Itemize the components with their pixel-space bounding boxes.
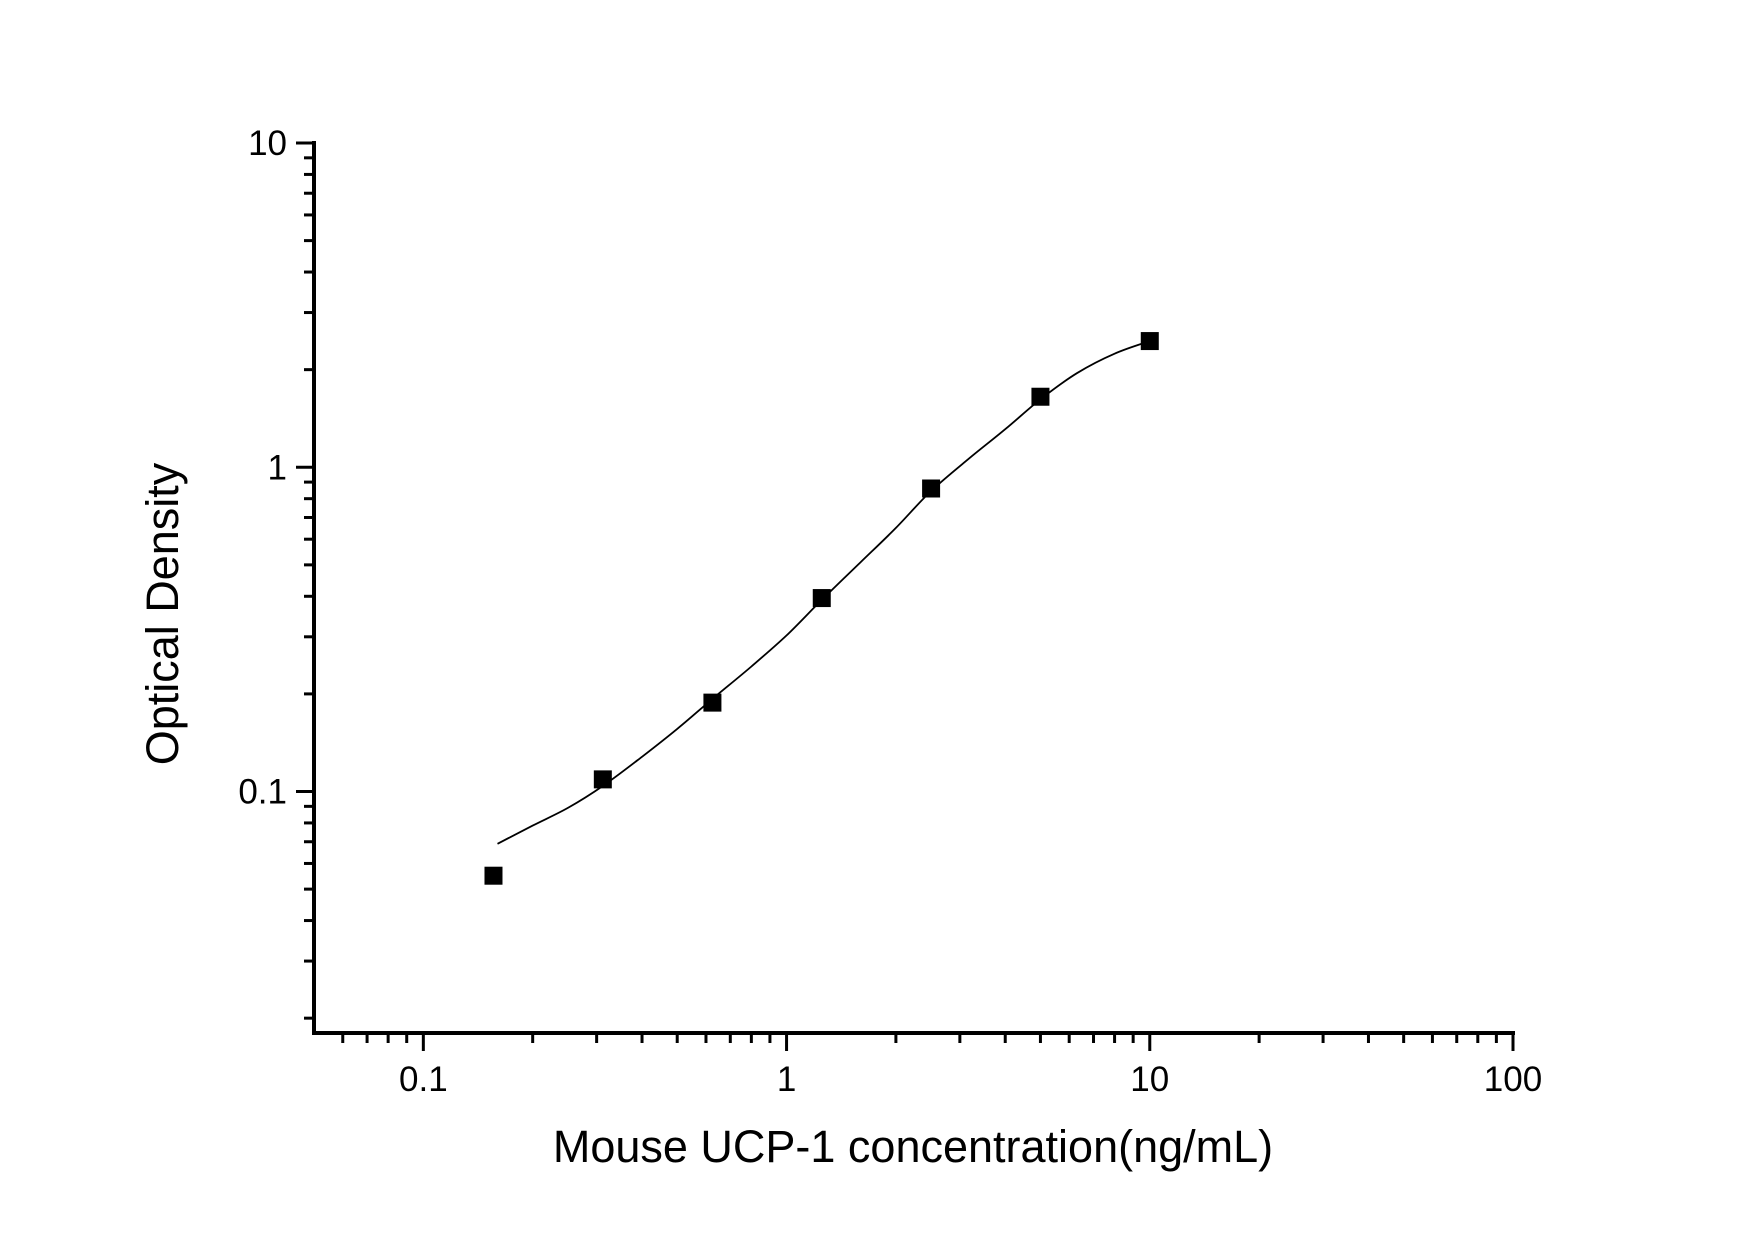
data-point-marker xyxy=(1031,387,1050,406)
data-point-marker xyxy=(593,770,612,789)
y-tick-label: 10 xyxy=(248,124,287,163)
data-point-marker xyxy=(703,693,722,712)
y-tick-label: 0.1 xyxy=(238,773,287,812)
data-point-marker xyxy=(812,589,831,608)
data-point-marker xyxy=(1140,332,1159,351)
axis-ticks xyxy=(296,141,1515,1051)
data-point-marker xyxy=(922,479,941,498)
x-tick-label: 10 xyxy=(1130,1060,1169,1099)
x-tick-label: 0.1 xyxy=(399,1060,448,1099)
data-point-marker xyxy=(484,866,503,885)
x-tick-label: 1 xyxy=(777,1060,796,1099)
plot-area xyxy=(484,332,1159,885)
axis-lines xyxy=(312,141,1515,1035)
y-axis-title: Optical Density xyxy=(137,462,188,765)
x-tick-label: 100 xyxy=(1484,1060,1542,1099)
x-axis-title: Mouse UCP-1 concentration(ng/mL) xyxy=(553,1121,1273,1172)
y-tick-label: 1 xyxy=(268,448,287,487)
axis-tick-labels: 0.1 1 10 100 10 1 0.1 xyxy=(238,124,1542,1099)
